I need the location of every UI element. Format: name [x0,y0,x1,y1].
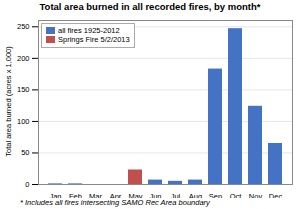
svg-text:Apr: Apr [110,192,122,198]
svg-text:250: 250 [17,22,30,31]
svg-text:Oct: Oct [230,192,243,198]
html-text:Total area burned in all recor: Total area burned in all recorded fires,… [39,1,261,12]
svg-text:100: 100 [17,117,30,126]
svg-text:50: 50 [21,148,29,157]
svg-text:Aug: Aug [189,192,202,198]
html-text:all fires 1925-2012: all fires 1925-2012 [58,25,120,35]
svg-text:Nov: Nov [249,192,263,198]
svg-text:Jan: Jan [49,192,61,198]
html-text:Total area burned (acres x 1,0: Total area burned (acres x 1,000) [3,46,13,158]
svg-text:200: 200 [17,54,30,63]
svg-text:150: 150 [17,85,30,94]
html-text:* Includes all fires intersect: * Includes all fires intersecting SAMO R… [20,197,210,207]
svg-text:Mar: Mar [89,192,102,198]
svg-text:Feb: Feb [69,192,82,198]
svg-text:Sep: Sep [209,192,222,198]
svg-text:Jul: Jul [171,192,181,198]
svg-text:Dec: Dec [269,192,283,198]
html-text:Springs Fire 5/2/2013: Springs Fire 5/2/2013 [58,35,130,45]
svg-text:May: May [128,192,142,198]
svg-text:Jun: Jun [149,192,161,198]
svg-text:0: 0 [25,180,29,189]
